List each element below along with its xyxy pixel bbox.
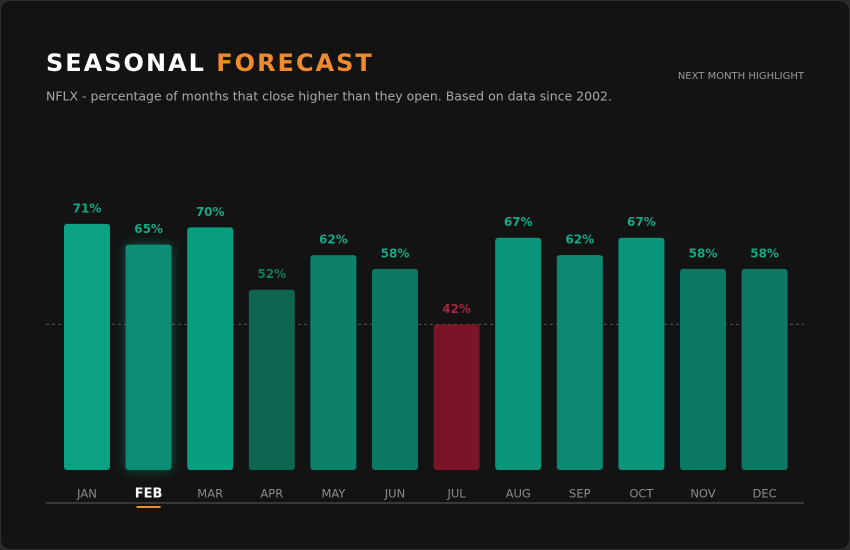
x-tick-label: FEB xyxy=(135,487,163,502)
bar xyxy=(64,223,110,470)
bar xyxy=(618,237,665,470)
x-tick-label: MAR xyxy=(197,487,223,501)
subtitle: NFLX - percentage of months that close h… xyxy=(46,89,612,104)
value-label: 67% xyxy=(504,215,533,229)
highlight-underline xyxy=(136,506,161,508)
value-label: 58% xyxy=(750,246,779,260)
x-tick-label: SEP xyxy=(569,487,591,501)
value-label: 42% xyxy=(442,302,471,316)
x-tick-label: OCT xyxy=(629,487,654,501)
bar xyxy=(310,255,357,470)
value-label: 58% xyxy=(689,246,718,260)
bar xyxy=(556,255,603,470)
value-label: 67% xyxy=(627,215,656,229)
title-accent: FORECAST xyxy=(216,49,374,77)
bar xyxy=(495,237,542,470)
bar xyxy=(125,244,172,470)
value-label: 58% xyxy=(381,246,410,260)
value-label: 71% xyxy=(73,201,102,215)
note: NEXT MONTH HIGHLIGHT xyxy=(678,71,805,82)
chart-title: SEASONAL FORECAST xyxy=(46,49,374,77)
x-tick-label: DEC xyxy=(753,487,777,501)
bar xyxy=(187,227,234,470)
value-label: 65% xyxy=(134,222,163,236)
x-tick-label: JUL xyxy=(446,487,466,501)
bar xyxy=(680,268,726,470)
value-label: 62% xyxy=(319,233,348,247)
value-label: 52% xyxy=(257,267,286,281)
bar xyxy=(248,289,295,470)
x-tick-label: MAY xyxy=(321,487,346,501)
bar xyxy=(433,324,480,470)
value-label: 62% xyxy=(565,233,594,247)
x-tick-label: JUN xyxy=(384,487,405,501)
title-main: SEASONAL xyxy=(46,49,206,77)
value-label: 70% xyxy=(196,205,225,219)
x-tick-label: APR xyxy=(260,487,283,501)
bar xyxy=(741,268,788,470)
x-tick-label: AUG xyxy=(506,487,531,501)
bar xyxy=(372,268,418,470)
x-tick-label: NOV xyxy=(690,487,715,501)
x-tick-label: JAN xyxy=(76,487,97,501)
